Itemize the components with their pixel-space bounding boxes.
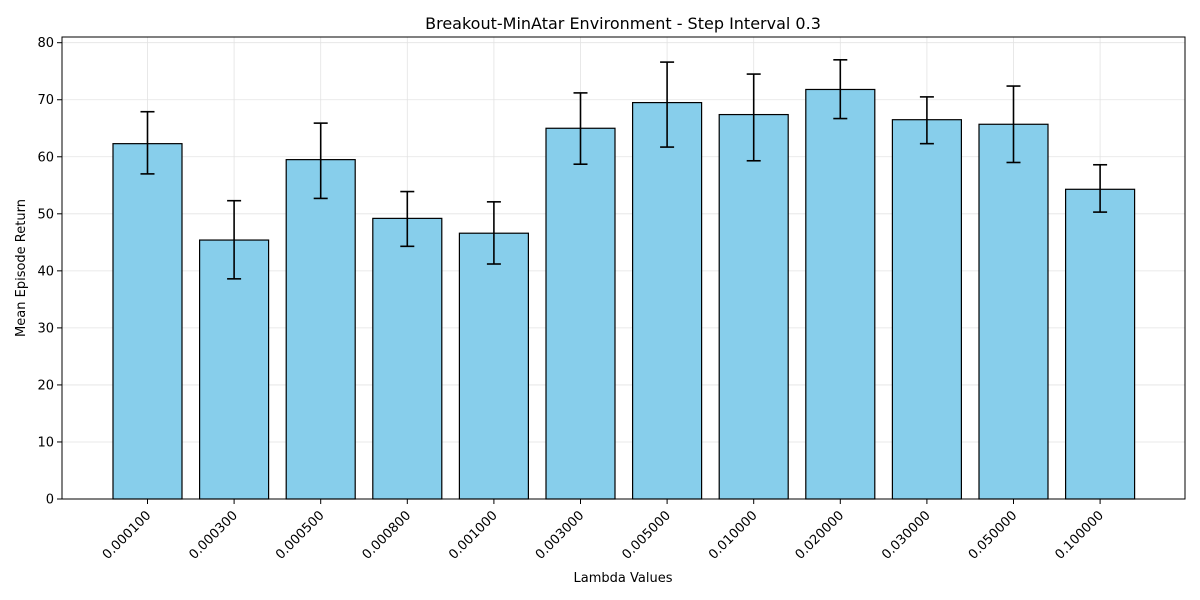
x-tick-label: 0.000300: [186, 508, 240, 562]
y-tick-label: 80: [37, 36, 54, 51]
errorbar-layer: [140, 59, 1108, 280]
x-tick-label: 0.003000: [533, 508, 587, 562]
bar: [718, 113, 789, 500]
chart-title: Breakout-MinAtar Environment - Step Inte…: [425, 14, 821, 33]
bar: [891, 119, 963, 500]
bar: [285, 159, 356, 500]
bar: [199, 239, 270, 500]
bar: [458, 232, 529, 500]
x-tick-label: 0.100000: [1052, 508, 1106, 562]
x-tick-label: 0.001000: [446, 508, 500, 562]
x-tick-label: 0.000800: [360, 508, 414, 562]
bar: [112, 143, 183, 500]
y-tick-label: 0: [46, 493, 54, 508]
y-tick-label: 10: [37, 435, 54, 450]
x-tick-label: 0.030000: [879, 508, 933, 562]
y-tick-label: 70: [37, 93, 54, 108]
bar: [631, 101, 703, 500]
y-tick-label: 60: [37, 150, 54, 165]
y-axis-ticks: 0 10 20 30 40 50 60 70 80: [37, 36, 62, 508]
x-tick-label: 0.010000: [706, 508, 760, 562]
y-tick-label: 40: [37, 264, 54, 279]
y-tick-label: 50: [37, 207, 54, 222]
x-tick-label: 0.050000: [966, 508, 1020, 562]
x-tick-label: 0.020000: [793, 508, 847, 562]
x-axis-ticks: 0.000100 0.000300 0.000500 0.000800 0.001000…: [100, 499, 1107, 563]
plot-frame: [61, 36, 1186, 500]
bar-layer: [112, 88, 1136, 500]
bar: [978, 123, 1049, 500]
bar: [1064, 188, 1136, 500]
x-axis-label: Lambda Values: [574, 571, 673, 586]
bar: [372, 217, 443, 500]
y-tick-label: 30: [37, 321, 54, 336]
y-tick-label: 20: [37, 378, 54, 393]
x-tick-label: 0.000500: [273, 508, 327, 562]
bar: [805, 88, 876, 500]
bar: [545, 127, 616, 500]
x-tick-label: 0.005000: [619, 508, 673, 562]
x-tick-label: 0.000100: [100, 508, 154, 562]
y-axis-label: Mean Episode Return: [14, 199, 29, 337]
